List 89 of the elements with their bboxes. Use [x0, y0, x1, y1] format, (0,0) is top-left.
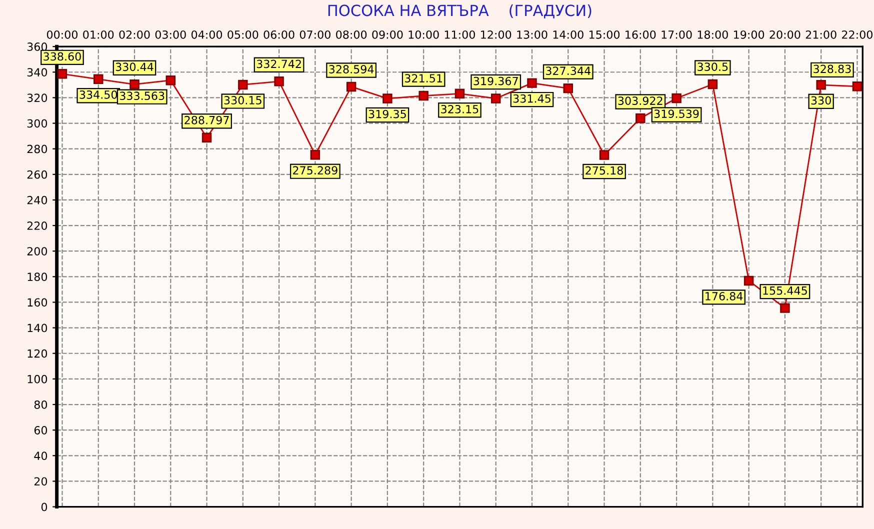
x-tick-label: 05:00: [228, 30, 258, 39]
x-tick-label: 04:00: [191, 30, 222, 39]
data-label: 319.35: [368, 110, 406, 118]
point: [599, 150, 610, 160]
point: [310, 150, 320, 160]
x-tick-label: 02:00: [119, 30, 150, 39]
data-label: 275.289: [293, 166, 338, 175]
data-label: 333.563: [120, 92, 164, 100]
data-label: 330: [811, 96, 831, 105]
point: [491, 94, 501, 104]
point: [527, 78, 537, 88]
y-tick-label: 260: [27, 170, 48, 179]
point: [672, 93, 682, 104]
x-tick-label: 08:00: [336, 30, 367, 39]
x-tick-label: 21:00: [806, 30, 836, 39]
y-tick-label: 60: [34, 426, 48, 434]
x-tick-label: 01:00: [83, 30, 114, 39]
point: [274, 76, 284, 86]
y-tick-label: 300: [27, 119, 48, 128]
x-tick-label: 15:00: [589, 30, 620, 39]
y-tick-label: 320: [27, 94, 48, 102]
y-tick-label: 160: [28, 298, 48, 307]
data-label: 155.445: [763, 286, 807, 295]
point: [166, 75, 176, 86]
y-tick-label: 180: [28, 272, 48, 282]
y-tick-label: 120: [28, 349, 48, 358]
point: [852, 82, 862, 92]
data-label: 328.83: [814, 64, 851, 74]
x-tick-label: 03:00: [155, 30, 186, 39]
data-label: 330.5: [698, 62, 728, 71]
x-tick-label: 07:00: [300, 30, 330, 39]
point: [454, 88, 465, 99]
x-tick-label: 22:00: [842, 30, 872, 39]
y-tick-label: 340: [27, 68, 48, 76]
x-tick-label: 17:00: [662, 30, 692, 39]
data-label: 334.50: [80, 90, 118, 99]
data-label: 332.742: [256, 60, 301, 68]
data-label: 176.84: [706, 292, 743, 300]
point: [57, 69, 68, 79]
y-tick-label: 360: [27, 42, 48, 51]
x-tick-label: 16:00: [626, 30, 656, 39]
data-label: 319.367: [474, 76, 518, 86]
data-label: 288.797: [184, 116, 229, 124]
y-tick-label: 20: [34, 477, 48, 486]
y-tick-label: 280: [27, 144, 48, 154]
point: [202, 132, 212, 142]
point: [780, 303, 790, 313]
y-tick-label: 220: [27, 222, 48, 230]
point: [382, 94, 392, 104]
point: [816, 80, 826, 90]
point: [744, 276, 754, 286]
chart-title: ПОСОКА НА ВЯТЪРА (ГРАДУСИ): [328, 4, 592, 18]
data-label: 338.60: [44, 52, 81, 61]
x-tick-label: 10:00: [408, 30, 439, 39]
x-tick-label: 09:00: [372, 30, 403, 39]
data-label: 331.45: [513, 94, 550, 103]
data-label: 323.15: [441, 104, 478, 114]
x-tick-label: 06:00: [264, 30, 294, 39]
x-tick-label: 13:00: [517, 30, 548, 39]
y-tick-label: 80: [34, 400, 48, 409]
data-label: 328.594: [329, 65, 374, 74]
data-label: 321.51: [404, 74, 442, 82]
x-tick-label: 14:00: [553, 30, 584, 39]
point: [563, 83, 573, 94]
data-label: 327.344: [546, 66, 590, 76]
data-label: 275.18: [586, 166, 623, 175]
y-tick-label: 100: [28, 374, 48, 384]
y-tick-label: 40: [34, 452, 48, 460]
x-tick-label: 19:00: [734, 30, 764, 39]
x-tick-label: 11:00: [444, 30, 475, 39]
y-tick-label: 140: [28, 324, 48, 332]
data-label: 330.15: [224, 96, 262, 104]
x-tick-label: 00:00: [46, 30, 78, 39]
x-tick-label: 20:00: [770, 30, 800, 39]
x-tick-label: 18:00: [698, 30, 728, 39]
point: [708, 79, 718, 90]
point: [346, 82, 356, 92]
point: [94, 74, 104, 84]
y-tick-label: 240: [27, 196, 48, 204]
point: [636, 113, 646, 124]
data-label: 303.922: [618, 96, 662, 105]
point: [238, 80, 248, 90]
point: [418, 90, 428, 101]
point: [130, 79, 140, 90]
data-label: 319.539: [654, 110, 699, 118]
x-tick-label: 12:00: [481, 30, 512, 39]
y-tick-label: 0: [41, 502, 48, 512]
y-tick-label: 200: [27, 247, 48, 256]
data-label: 330.44: [116, 62, 154, 72]
